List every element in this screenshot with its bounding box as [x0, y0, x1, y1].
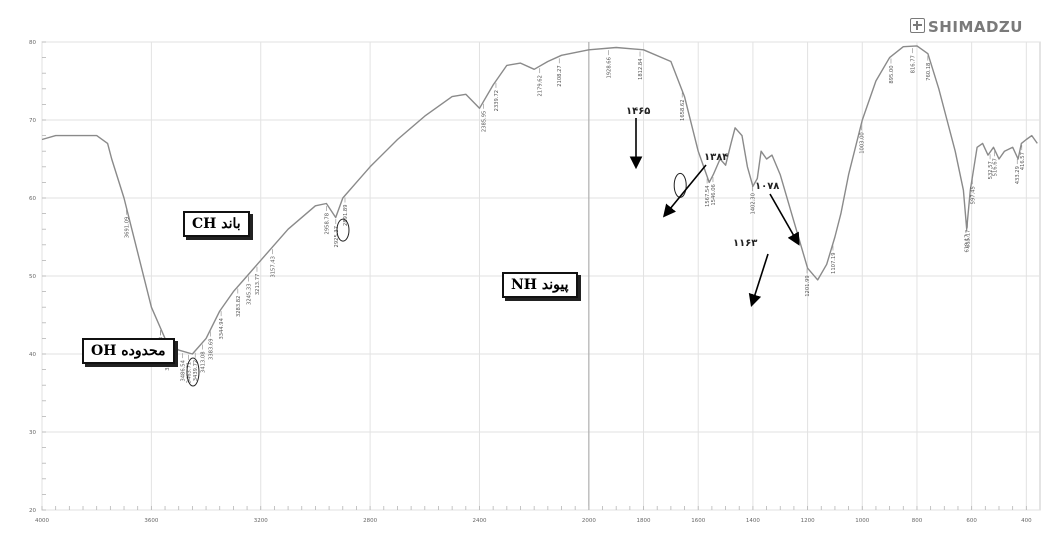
y-tick-label: 30	[29, 430, 36, 436]
peak-label: 2108.27	[557, 65, 563, 86]
peak-label: 2891.89	[343, 205, 349, 226]
peak-label: 2339.72	[494, 90, 500, 111]
x-tick-label: 1200	[801, 518, 815, 524]
peak-label: 1107.19	[831, 253, 837, 274]
peak-label: 3439.72	[193, 360, 199, 381]
y-tick-label: 20	[29, 508, 36, 514]
spectrum-line-layer	[41, 45, 1038, 355]
peak-label: 2179.62	[538, 75, 544, 96]
peak-label: 895.00	[889, 66, 895, 84]
x-tick-label: 2000	[582, 518, 596, 524]
peak-label: 3344.94	[219, 317, 225, 339]
x-tick-label: 1800	[637, 518, 651, 524]
label-1465: ۱۴۶۵	[626, 106, 651, 117]
x-tick-label: 1600	[691, 518, 705, 524]
peak-label: 416.57	[1020, 152, 1026, 170]
peak-label: 2958.78	[325, 213, 331, 234]
y-tick-label: 50	[29, 274, 36, 280]
ch-peak-circle	[336, 218, 350, 242]
brand-name: SHIMADZU	[928, 18, 1023, 36]
oh-region-annotation: محدوده OH	[82, 338, 175, 364]
chart-axes: 4000 3600 3200 2800 2400 2000 1800 1600 1400 1200…	[29, 40, 1032, 524]
peak-label: 2925.37	[334, 226, 340, 247]
arrow-1163	[748, 253, 769, 308]
peak-label: 2385.95	[481, 111, 487, 132]
label-1163: ۱۱۶۳	[733, 238, 758, 249]
y-tick-label: 80	[29, 40, 36, 46]
arrow-1078	[769, 193, 800, 246]
nh-bond-annotation: پیوند NH	[502, 272, 578, 298]
peak-label: 1567.54	[705, 185, 711, 207]
peak-label: 3383.69	[209, 339, 215, 360]
y-tick-label: 40	[29, 352, 36, 358]
peak-label: 3691.09	[125, 217, 131, 238]
shimadzu-logo: SHIMADZU	[910, 18, 1023, 36]
peak-label: 3463.71	[187, 362, 193, 383]
y-tick-label: 60	[29, 196, 36, 202]
oh-peak-circle	[186, 357, 200, 387]
spectrum-series-line	[41, 45, 1038, 355]
peak-label: 532.57	[988, 161, 994, 179]
peak-label-layer: 3691.093565.893566.633541.943486.543463.…	[125, 48, 1026, 387]
peak-label: 1546.06	[711, 184, 717, 205]
x-tick-label: 1000	[855, 518, 869, 524]
ch-band-annotation: باند CH	[183, 211, 250, 237]
x-tick-label: 4000	[35, 518, 49, 524]
peak-label: 1003.00	[860, 132, 866, 153]
peak-label: 1658.62	[680, 100, 686, 121]
peak-label: 816.77	[910, 55, 916, 73]
chart-grid	[41, 41, 1041, 511]
x-tick-label: 800	[912, 518, 923, 524]
peak-label: 1402.30	[750, 193, 756, 214]
peak-label: 3283.82	[236, 296, 242, 317]
arrow-1384	[662, 164, 707, 218]
peak-label: 597.45	[970, 186, 976, 204]
peak-label: 3413.08	[201, 352, 207, 373]
annotation-arrows	[629, 118, 800, 308]
peak-label: 615.17	[966, 230, 972, 248]
peak-label: 3213.77	[255, 274, 261, 295]
peak-label: 3486.54	[180, 359, 186, 381]
peak-label: 433.29	[1015, 166, 1021, 184]
peak-label: 1201.99	[805, 275, 811, 296]
y-tick-label: 70	[29, 118, 36, 124]
nh-peak-circle	[673, 172, 687, 198]
peak-label: 1812.84	[638, 58, 644, 80]
x-tick-label: 3200	[254, 518, 268, 524]
label-1078: ۱۰۷۸	[755, 181, 780, 192]
peak-label: 619.17	[964, 234, 970, 252]
peak-label: 760.18	[926, 63, 932, 81]
x-tick-label: 2400	[472, 518, 486, 524]
label-1384: ۱۳۸۴	[704, 152, 729, 163]
peak-label: 3157.43	[270, 256, 276, 277]
peak-label: 516.67	[992, 158, 998, 176]
peak-label: 3245.33	[246, 284, 252, 305]
x-tick-label: 600	[966, 518, 977, 524]
shimadzu-logo-icon	[910, 18, 925, 33]
peak-label: 1928.66	[606, 57, 612, 78]
x-tick-label: 3600	[144, 518, 158, 524]
x-tick-label: 2800	[363, 518, 377, 524]
x-tick-label: 1400	[746, 518, 760, 524]
x-tick-label: 400	[1021, 518, 1032, 524]
